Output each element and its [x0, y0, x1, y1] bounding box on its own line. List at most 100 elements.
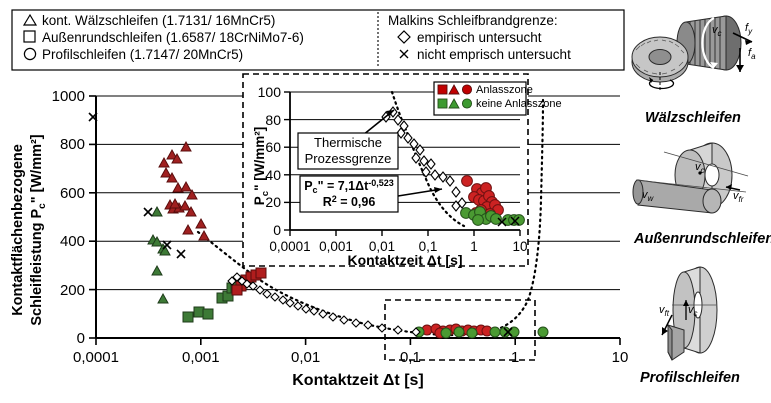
waelz-fa-label: f	[748, 47, 752, 59]
annotation-box	[297, 132, 399, 170]
svg-text:vc: vc	[695, 161, 705, 175]
main-xtick-1: 1	[511, 349, 519, 366]
profil-vc-label: v	[688, 304, 695, 316]
annotation-thermische-prozessgrenze: Thermische Prozessgrenze	[297, 109, 399, 170]
inset-chart: 100 80 60 40 20 0 0,0001 0,001 0,01 0,1 …	[242, 73, 562, 268]
svg-text:fa: fa	[748, 47, 756, 61]
waelz-vc-sub: c	[718, 29, 722, 38]
inset-ytick-40: 40	[265, 167, 281, 183]
main-ytick-600: 600	[60, 185, 85, 202]
svg-text:Pc" = 7,1Δt-0,523: Pc" = 7,1Δt-0,523	[304, 178, 394, 195]
inset-ytick-100: 100	[258, 84, 282, 100]
profil-vft-sub: ft	[665, 309, 670, 318]
main-xtick-0.01: 0,01	[291, 349, 320, 366]
waelzschleifen-drawing	[631, 15, 753, 90]
main-xtick-0.1: 0,1	[400, 349, 421, 366]
triangle-outline-icon	[22, 13, 38, 26]
triangle-green-icon	[448, 98, 460, 109]
inset-y-axis-title-main: P	[252, 196, 267, 205]
annotation-line2: Prozessgrenze	[305, 151, 392, 166]
inset-y-axis-title-rest: " [W/mm²]	[252, 127, 267, 191]
inset-xtick-0.0001: 0,0001	[269, 239, 310, 254]
aussen-vw-sub: w	[648, 194, 655, 203]
waelz-fy-label: f	[745, 22, 749, 34]
inset-legend-item-anlasszone: Anlasszone	[437, 84, 533, 96]
regression-r-sup: 2	[332, 194, 337, 204]
main-xtick-0.0001: 0,0001	[73, 349, 119, 366]
aussen-vc-label: v	[695, 161, 702, 173]
aussen-vc-sub: c	[701, 166, 705, 175]
annotation-line1: Thermische	[314, 135, 382, 150]
inset-ytick-0: 0	[273, 222, 281, 238]
svg-text:Schleifleistung Pc" [W/mm²]: Schleifleistung Pc" [W/mm²]	[29, 134, 48, 325]
main-y-ticklabels: 1000 800 600 400 200 0	[52, 88, 85, 347]
svg-text:Pc" [W/mm²]: Pc" [W/mm²]	[252, 127, 271, 205]
aussen-vw-label: v	[642, 189, 649, 201]
circle-outline-icon	[23, 47, 37, 61]
square-outline-icon	[23, 30, 36, 43]
triangle-red-icon	[448, 84, 460, 95]
circle-green-icon	[461, 98, 473, 109]
main-xtick-10: 10	[612, 349, 629, 366]
illustration-caption-profilschleifen: Profilschleifen	[640, 370, 740, 386]
regression-pc-sub: c	[313, 185, 318, 195]
svg-text:R2 = 0,96: R2 = 0,96	[323, 194, 376, 209]
inset-ytick-60: 60	[265, 139, 281, 155]
main-ytick-0: 0	[77, 330, 85, 347]
inset-series-diamond	[381, 106, 467, 212]
aussenrundschleifen-drawing	[632, 142, 749, 214]
main-x-ticks	[95, 338, 621, 345]
main-y-axis-title-line2b: " [W/mm²]	[29, 134, 45, 203]
main-y-ticks	[89, 95, 96, 339]
main-x-axis-title: Kontaktzeit Δt [s]	[292, 372, 424, 389]
regression-r-value: = 0,96	[337, 195, 376, 209]
svg-text:vw: vw	[642, 189, 655, 203]
regression-pc: P	[304, 179, 312, 193]
aussen-vfr-sub: fr	[739, 195, 744, 204]
main-zoom-box	[384, 299, 536, 361]
legend-item-waelzschleifen: kont. Wälzschleifen (1.7131/ 16MnCr5)	[22, 13, 275, 28]
square-red-icon	[437, 84, 448, 95]
inset-series-cross	[497, 216, 520, 227]
main-series-cross	[88, 112, 513, 337]
legend-box	[11, 9, 625, 71]
inset-legend-label-keine-anlasszone: keine Anlasszone	[476, 98, 562, 110]
diamond-outline-icon	[397, 30, 411, 44]
svg-text:vc: vc	[712, 24, 722, 38]
regression-exponent: -0,523	[368, 178, 394, 188]
main-ytick-200: 200	[60, 282, 85, 299]
inset-xtick-0.1: 0,1	[419, 239, 438, 254]
svg-text:fy: fy	[745, 22, 753, 36]
svg-text:vfr: vfr	[733, 190, 744, 204]
svg-text:vc: vc	[688, 304, 698, 318]
circle-red-icon	[461, 84, 473, 95]
inset-legend-label-anlasszone: Anlasszone	[476, 84, 533, 96]
main-x-ticklabels: 0,0001 0,001 0,01 0,1 1 10	[73, 349, 628, 366]
legend-label-nicht-empirisch: nicht emprisch untersucht	[417, 47, 571, 62]
legend-item-empirisch: empirisch untersucht	[397, 30, 542, 45]
legend-label-waelzschleifen: kont. Wälzschleifen (1.7131/ 16MnCr5)	[42, 13, 275, 28]
inset-legend: Anlasszone keine Anlasszone	[433, 81, 562, 116]
waelz-fy-sub: y	[747, 27, 753, 36]
main-series-diamond	[227, 272, 421, 337]
inset-x-ticks	[289, 230, 521, 236]
main-ytick-800: 800	[60, 136, 85, 153]
illustration-profilschleifen: vft vc Profilschleifen	[640, 266, 740, 386]
inset-y-ticklabels: 100 80 60 40 20 0	[258, 84, 282, 238]
inset-x-ticklabels: 0,0001 0,001 0,01 0,1 1 10	[269, 239, 527, 254]
inset-y-axis-title-sub: c	[260, 191, 271, 196]
inset-xtick-0.01: 0,01	[369, 239, 395, 254]
waelz-fa-sub: a	[751, 52, 756, 61]
inset-xtick-0.001: 0,001	[319, 239, 353, 254]
inset-xtick-10: 10	[512, 239, 527, 254]
main-ytick-400: 400	[60, 233, 85, 250]
main-y-axis-title-sub: c	[37, 203, 48, 209]
square-green-icon	[437, 98, 448, 109]
legend-item-aussenrundschleifen: Außenrundschleifen (1.6587/ 18CrNiMo7-6)	[23, 30, 304, 45]
regression-eq: " = 7,1Δt	[318, 179, 370, 193]
main-series-triangle-red	[158, 140, 210, 241]
svg-text:vft: vft	[659, 304, 670, 318]
main-ytick-1000: 1000	[52, 88, 85, 105]
